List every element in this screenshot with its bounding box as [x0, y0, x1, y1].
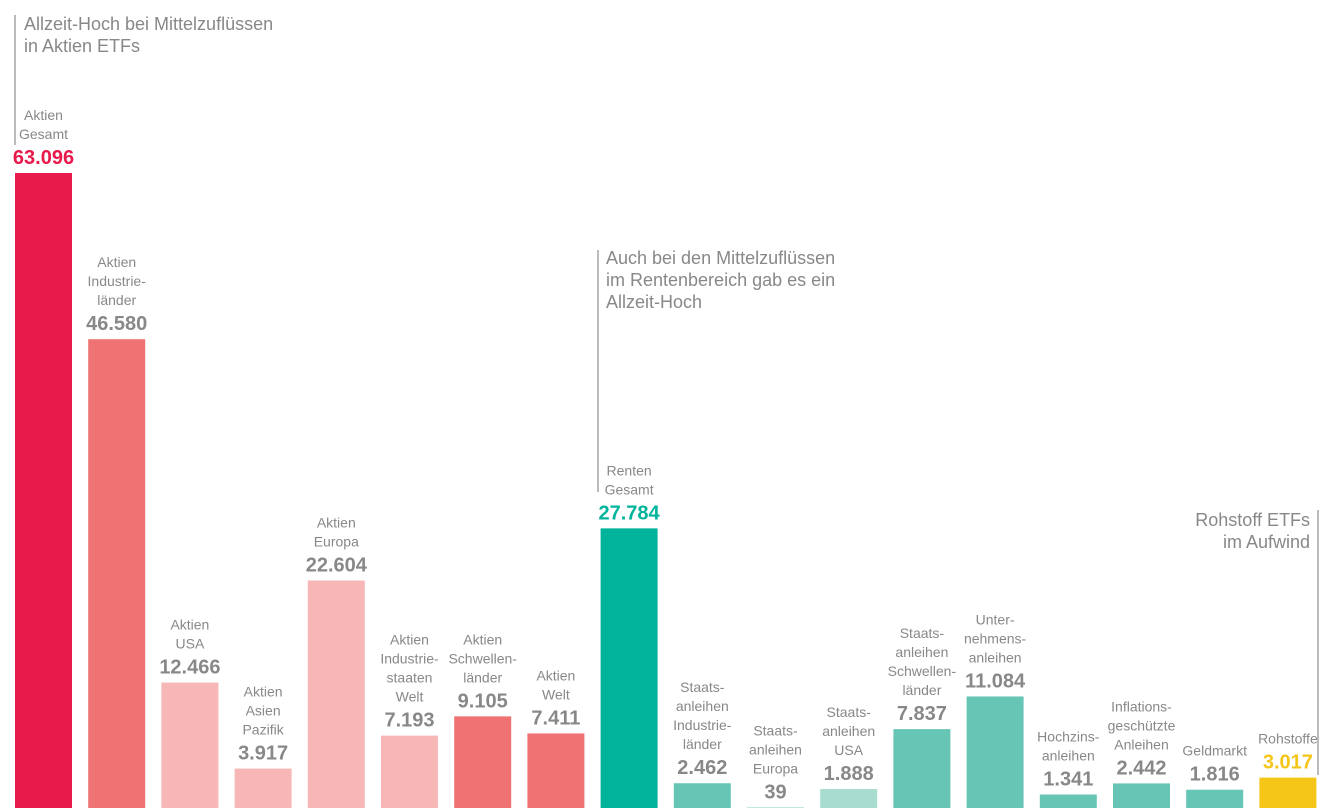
bar — [381, 735, 438, 808]
value-label: 9.105 — [458, 690, 508, 712]
bar — [161, 682, 219, 808]
annotation: Rohstoff ETFs im Aufwind — [1195, 510, 1310, 552]
bar — [1259, 777, 1317, 808]
category-label: Unter-nehmens-anleihen — [964, 611, 1027, 665]
value-label: 3.017 — [1263, 752, 1313, 774]
value-label: 27.784 — [599, 502, 661, 524]
value-label: 7.193 — [384, 710, 434, 732]
category-label: Staats-anleihen Industrie-länder — [673, 679, 732, 752]
category-label: Aktien Gesamt — [19, 107, 68, 142]
value-label: 22.604 — [306, 555, 368, 577]
bar — [820, 788, 878, 808]
bar — [15, 173, 72, 808]
value-label: 7.837 — [897, 703, 947, 725]
bar — [454, 716, 512, 808]
category-label: Aktien USA — [170, 617, 209, 652]
bar — [1186, 789, 1244, 808]
value-label: 2.462 — [677, 757, 727, 779]
category-label: Aktien Industrie-staaten Welt — [380, 632, 439, 705]
bar — [307, 580, 365, 808]
bar — [1039, 794, 1097, 808]
category-label: Aktien Schwellen-länder — [448, 631, 517, 685]
category-label: Rohstoffe — [1258, 731, 1318, 747]
annotation: Allzeit-Hoch bei Mittelzuflüssen in Aktie… — [24, 14, 273, 56]
bar — [600, 528, 658, 808]
value-label: 2.442 — [1116, 757, 1166, 779]
value-label: 12.466 — [159, 657, 220, 679]
value-label: 63.096 — [13, 147, 74, 169]
bar — [234, 768, 292, 808]
category-label: Inflations-geschützte Anleihen — [1108, 698, 1176, 752]
category-label: Staats-anleihen Europa — [749, 723, 802, 777]
bar — [1113, 783, 1170, 808]
category-label: Geldmarkt — [1182, 743, 1247, 759]
category-label: Aktien Asien Pazifik — [242, 684, 284, 738]
bar — [893, 729, 951, 808]
bar — [966, 696, 1024, 808]
category-label: Staats-anleihen USA — [822, 704, 875, 758]
value-label: 11.084 — [965, 670, 1026, 692]
category-label: Aktien Europa — [314, 515, 359, 550]
category-label: Aktien Industrie-länder — [88, 254, 147, 308]
category-label: Hochzins-anleihen — [1037, 729, 1100, 764]
bar — [88, 339, 146, 808]
value-label: 1.341 — [1043, 769, 1093, 791]
value-label: 46.580 — [86, 313, 147, 335]
value-label: 1.816 — [1190, 764, 1240, 786]
bar — [527, 733, 585, 808]
category-label: Aktien Welt — [536, 667, 575, 702]
bar — [673, 783, 731, 808]
annotation: Auch bei den Mittelzuflüssen im Rentenber… — [606, 248, 835, 312]
category-label: Renten Gesamt — [605, 462, 654, 497]
value-label: 3.917 — [238, 743, 288, 765]
category-label: Staats-anleihen Schwellen-länder — [888, 625, 957, 698]
value-label: 7.411 — [531, 707, 580, 729]
value-label: 39 — [764, 782, 786, 804]
value-label: 1.888 — [824, 763, 874, 785]
